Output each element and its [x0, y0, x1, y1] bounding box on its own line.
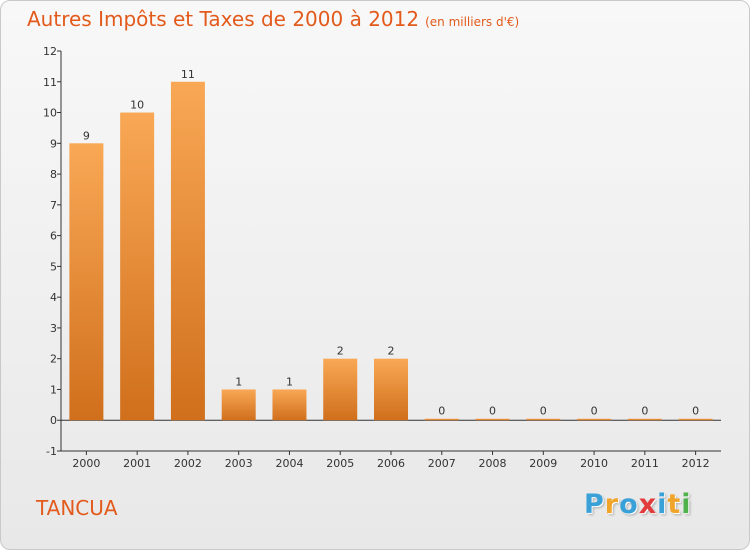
x-tick-label: 2008 — [479, 457, 507, 470]
bar-value-label: 1 — [235, 375, 242, 388]
bar[interactable] — [374, 358, 408, 421]
y-tick-label: -1 — [46, 445, 57, 458]
bar-value-label: 0 — [540, 405, 547, 418]
bar[interactable] — [69, 143, 104, 421]
bar-value-label: 10 — [130, 99, 144, 112]
x-tick-label: 2006 — [377, 457, 405, 470]
bar-value-label: 0 — [591, 405, 598, 418]
commune-name: TANCUA — [36, 496, 118, 520]
bar[interactable] — [627, 418, 662, 421]
y-tick-label: 6 — [50, 230, 57, 243]
x-tick-label: 2004 — [275, 457, 303, 470]
x-tick-label: 2012 — [682, 457, 710, 470]
x-tick-label: 2011 — [631, 457, 659, 470]
logo-letter: i — [681, 489, 692, 520]
logo-letter: t — [667, 489, 682, 520]
y-tick-label: 5 — [50, 260, 57, 273]
y-tick-label: 11 — [43, 76, 57, 89]
y-tick-label: 12 — [43, 45, 57, 58]
chart-title-text: Autres Impôts et Taxes de 2000 à 2012 — [27, 7, 420, 31]
bar-value-label: 2 — [337, 345, 344, 358]
logo-letter: r — [604, 489, 620, 520]
bar[interactable] — [678, 418, 713, 421]
bar[interactable] — [120, 112, 155, 421]
chart-subtitle: (en milliers d'€) — [425, 15, 520, 29]
y-tick-label: 10 — [43, 107, 57, 120]
chart-title: Autres Impôts et Taxes de 2000 à 2012 (en… — [27, 7, 519, 31]
y-tick-label: 7 — [50, 199, 57, 212]
y-tick-label: 1 — [50, 383, 57, 396]
x-tick-label: 2009 — [529, 457, 557, 470]
logo-letter: o — [619, 489, 639, 520]
logo-letter: P — [584, 489, 605, 520]
bar[interactable] — [424, 418, 459, 421]
logo-letter: x — [638, 489, 658, 520]
x-tick-label: 2005 — [326, 457, 354, 470]
bar-value-label: 9 — [83, 129, 90, 142]
y-tick-label: 4 — [50, 291, 57, 304]
proxiti-logo[interactable]: Proxiti — [584, 489, 692, 520]
bar-value-label: 0 — [641, 405, 648, 418]
bar[interactable] — [221, 389, 256, 421]
bar-value-label: 2 — [388, 345, 395, 358]
bar[interactable] — [577, 418, 612, 421]
y-tick-label: 3 — [50, 322, 57, 335]
bar[interactable] — [170, 81, 205, 421]
x-tick-label: 2002 — [174, 457, 202, 470]
x-tick-label: 2001 — [123, 457, 151, 470]
logo-letter: i — [657, 489, 668, 520]
x-tick-label: 2010 — [580, 457, 608, 470]
y-tick-label: 2 — [50, 353, 57, 366]
y-tick-label: 9 — [50, 137, 57, 150]
bar-value-label: 0 — [438, 405, 445, 418]
y-tick-label: 8 — [50, 168, 57, 181]
bar-value-label: 11 — [181, 68, 195, 81]
x-tick-label: 2007 — [428, 457, 456, 470]
bar-value-label: 1 — [286, 375, 293, 388]
bar[interactable] — [272, 389, 307, 421]
y-tick-label: 0 — [50, 414, 57, 427]
bar[interactable] — [323, 358, 358, 421]
bar-value-label: 0 — [489, 405, 496, 418]
x-tick-label: 2003 — [225, 457, 253, 470]
x-tick-label: 2000 — [72, 457, 100, 470]
bar[interactable] — [526, 418, 561, 421]
bar-value-label: 0 — [692, 405, 699, 418]
bar[interactable] — [475, 418, 510, 421]
